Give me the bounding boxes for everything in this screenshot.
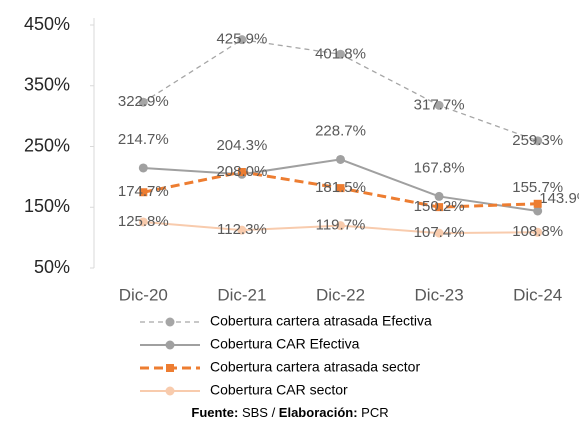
x-tick-label: Dic-21 [217,285,266,304]
data-label: 208.0% [216,163,267,180]
legend-marker [165,386,175,396]
data-label: 119.7% [316,217,366,234]
data-label: 322.9% [118,93,169,110]
x-tick-label: Dic-24 [513,285,562,304]
x-tick-label: Dic-20 [119,285,168,304]
y-tick-label: 350% [24,75,70,95]
marker [336,184,345,193]
legend-marker [165,340,175,350]
marker [435,203,444,212]
y-tick-label: 150% [24,196,70,216]
marker [237,35,247,45]
marker [336,154,345,164]
legend-marker [165,317,175,327]
data-label: 214.7% [118,131,169,148]
x-tick-label: Dic-22 [316,285,365,304]
data-label: 150.2% [414,198,465,215]
marker [533,227,543,237]
data-label: 228.7% [315,122,366,139]
marker [336,221,345,231]
data-label: 107.4% [414,224,465,241]
y-tick-label: 250% [24,135,70,155]
data-label: 112.3% [217,221,267,238]
legend-marker [166,364,174,372]
data-label: 174.7% [118,183,169,200]
data-label: 143.9% [539,190,579,207]
data-label: 181.5% [315,179,366,196]
data-label: 125.8% [118,213,169,230]
data-label: 317.7% [414,96,465,113]
marker [533,199,542,208]
legend-label: Cobertura CAR sector [210,382,348,398]
y-tick-label: 450% [24,14,70,34]
marker [138,97,148,107]
legend-label: Cobertura cartera atrasada sector [210,359,420,375]
marker [434,100,444,110]
marker [237,168,246,177]
data-label: 155.7% [512,179,563,196]
marker [533,206,543,216]
marker [139,188,148,197]
data-label: 425.9% [216,31,267,48]
marker [434,228,444,238]
legend-label: Cobertura cartera atrasada Efectiva [210,313,432,329]
source-text: PCR [358,405,389,420]
marker [138,163,148,173]
marker [336,49,345,59]
x-tick-label: Dic-23 [415,285,464,304]
data-label: 108.8% [512,223,563,240]
data-label: 259.3% [512,132,563,149]
source-note: Fuente: SBS / Elaboración: PCR [191,405,388,420]
marker [533,136,543,146]
marker [237,225,247,235]
legend-label: Cobertura CAR Efectiva [210,336,360,352]
marker [434,191,444,201]
source-label: Elaboración: [279,405,358,420]
source-text: SBS / [238,405,278,420]
data-label: 167.8% [414,159,465,176]
source-label: Fuente: [191,405,238,420]
y-tick-label: 50% [34,257,70,277]
marker [138,217,148,227]
data-label: 401.8% [315,45,366,62]
data-label: 204.3% [216,137,267,154]
